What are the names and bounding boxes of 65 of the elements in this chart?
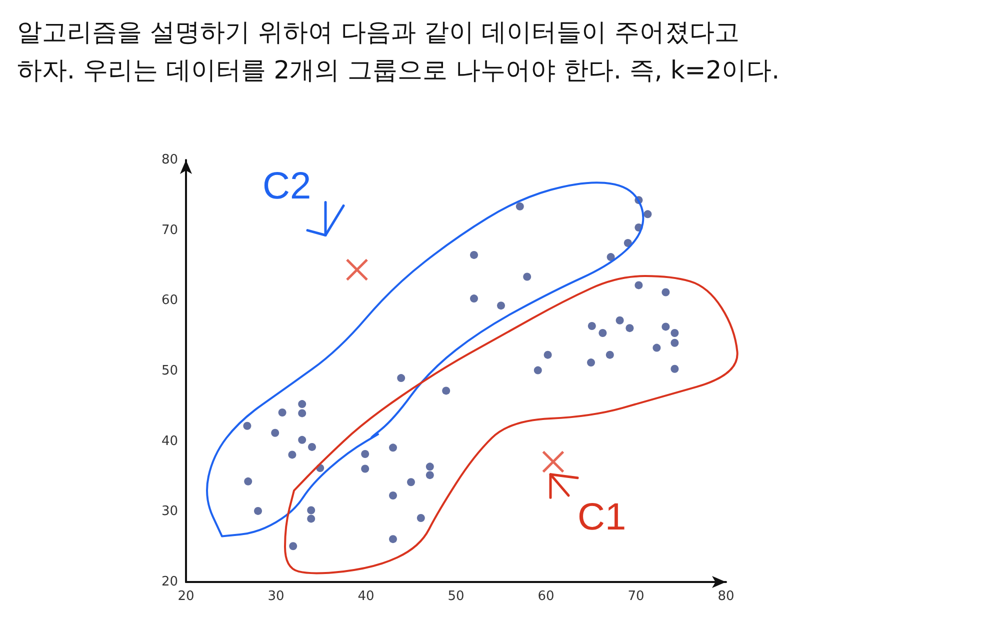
point — [587, 358, 595, 367]
point — [544, 350, 552, 359]
point — [670, 364, 679, 373]
y-tick-label: 20 — [161, 574, 178, 590]
point — [606, 253, 615, 262]
y-tick-label: 60 — [161, 293, 178, 308]
point — [626, 324, 634, 332]
point — [470, 250, 478, 259]
point — [598, 329, 607, 338]
point — [307, 514, 316, 523]
point — [606, 350, 614, 359]
point — [497, 302, 505, 310]
point — [542, 450, 564, 473]
point — [298, 409, 306, 418]
point — [389, 444, 397, 452]
point — [426, 471, 434, 480]
y-tick-label: 50 — [161, 364, 178, 378]
annotation: C1 — [578, 496, 626, 538]
point — [243, 422, 252, 430]
point — [426, 462, 434, 471]
point — [298, 400, 306, 408]
point — [670, 338, 679, 347]
point — [397, 374, 406, 382]
x-tick-label: 50 — [448, 589, 464, 604]
point — [644, 210, 652, 218]
point — [361, 464, 370, 473]
point — [523, 272, 532, 281]
point — [588, 322, 596, 330]
annotation: C2 — [262, 166, 312, 208]
point — [516, 202, 524, 210]
point — [634, 281, 643, 290]
point — [254, 506, 262, 515]
point — [616, 316, 624, 324]
point — [308, 442, 316, 451]
point — [307, 506, 316, 514]
point — [361, 450, 370, 458]
y-tick-label: 30 — [161, 504, 178, 520]
point — [470, 294, 478, 303]
point — [288, 450, 296, 459]
x-tick-label: 30 — [268, 589, 284, 604]
x-tick-label: 80 — [718, 589, 734, 604]
point — [289, 542, 298, 550]
point — [662, 322, 670, 331]
y-tick-label: 80 — [161, 152, 178, 168]
x-tick-label: 40 — [358, 589, 374, 604]
point — [271, 428, 280, 437]
x-tick-label: 60 — [538, 589, 554, 604]
point — [652, 344, 661, 352]
x-tick-label: 20 — [178, 589, 194, 604]
point — [534, 366, 542, 374]
chart-title: 알고리즘을 설명하기 위하여 다음과 같이 데이터들이 주어졌다고 하자. 우리는 데이터를 2개의 그룹으로 나누어야 한다. 즉, k=2이다. — [17, 18, 780, 84]
y-tick-label: 70 — [161, 222, 178, 238]
point — [662, 288, 670, 296]
point — [416, 514, 425, 522]
point — [278, 408, 286, 416]
point — [670, 329, 679, 338]
point — [298, 436, 306, 444]
y-tick-label: 40 — [161, 434, 178, 449]
point — [244, 477, 252, 486]
point — [389, 491, 397, 500]
x-tick-label: 70 — [628, 589, 644, 604]
point — [346, 258, 368, 281]
point — [389, 535, 397, 544]
point — [442, 386, 450, 395]
point — [407, 478, 415, 486]
